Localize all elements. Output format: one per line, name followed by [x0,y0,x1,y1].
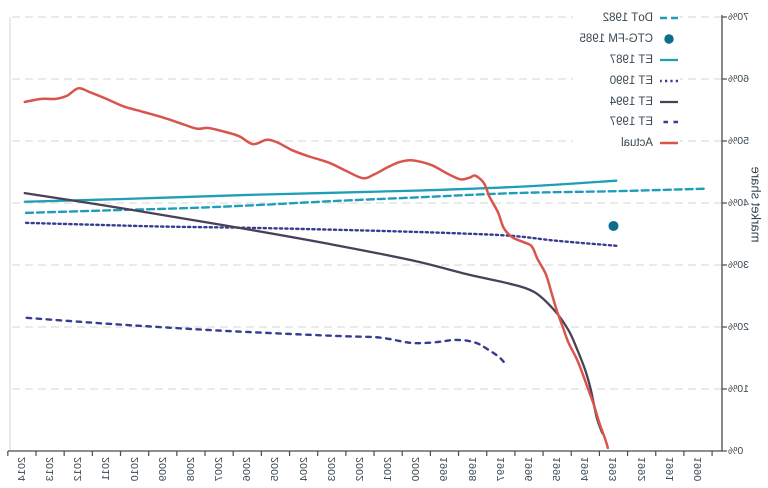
y-tick-label: 50% [728,135,750,147]
x-tick-label: 2005 [269,457,282,482]
x-tick-label: 2008 [184,457,197,482]
series-line-et-1997 [23,316,505,363]
x-tick-label: 1991 [663,457,676,482]
legend-label: CTG-FM 1985 [579,33,654,46]
x-tick-label: 1999 [438,457,451,482]
legend-swatch-line-icon [660,100,678,103]
x-tick-label: 1996 [522,457,535,482]
y-axis-title: market share [748,166,764,243]
x-tick-label: 1995 [551,457,564,482]
y-tick-label: 20% [728,321,750,333]
series-point-ctg-fm-1985 [608,220,619,231]
legend-label: ET 1990 [609,74,653,87]
legend-item-ctg-fm-1985: CTG-FM 1985 [580,29,679,50]
x-tick-label: 2014 [15,457,28,482]
y-tick-label: 10% [728,383,750,395]
x-tick-label: 1994 [579,457,592,482]
x-tick-label: 2002 [353,457,366,482]
legend-item-et-1987: ET 1987 [580,50,678,71]
legend-swatch-line-icon [660,121,678,124]
x-tick-label: 2013 [44,457,57,482]
x-tick-label: 2000 [410,457,423,482]
legend-label: ET 1994 [609,95,653,108]
legend-swatch-line-icon [660,79,678,82]
x-tick-label: 2004 [297,457,310,482]
y-tick-label: 70% [728,11,750,23]
legend-item-dot-1982: DoT 1982 [580,8,678,29]
legend-item-actual: Actual [580,133,678,154]
x-tick-label: 2006 [241,457,254,482]
series-line-et-1994 [23,191,604,435]
legend-swatch-line-icon [660,58,678,62]
legend-item-et-1994: ET 1994 [580,91,678,112]
y-tick-label: 60% [728,73,750,85]
x-tick-label: 2003 [325,457,338,482]
y-tick-label: 30% [728,259,750,271]
legend-label: ET 1987 [609,53,653,66]
x-tick-label: 2001 [382,457,395,482]
x-tick-label: 2010 [128,457,141,482]
x-tick-label: 2011 [100,457,113,481]
legend: DoT 1982 CTG-FM 1985 ET 1987 ET 1990 ET 1994… [573,8,680,154]
x-tick-label: 1997 [494,457,507,482]
x-tick-label: 1990 [692,457,704,482]
series-line-actual [23,86,610,450]
x-tick-label: 1998 [466,457,479,482]
series-line-et-1990 [23,221,618,247]
x-tick-label: 1993 [607,457,620,482]
legend-label: Actual [621,137,653,150]
x-tick-label: 2009 [156,457,169,482]
legend-item-et-1997: ET 1997 [580,112,678,133]
legend-swatch-line-icon [660,17,678,20]
series-line-et-1987 [23,179,618,203]
x-tick-label: 2007 [213,457,226,482]
legend-swatch-dot-icon [664,34,674,44]
legend-item-et-1990: ET 1990 [580,70,678,91]
y-tick-label: 0% [728,445,744,457]
legend-label: DoT 1982 [602,12,653,25]
x-tick-label: 2012 [72,457,85,482]
legend-label: ET 1997 [609,116,653,129]
legend-swatch-line-icon [660,141,678,145]
x-tick-label: 1992 [635,457,648,482]
